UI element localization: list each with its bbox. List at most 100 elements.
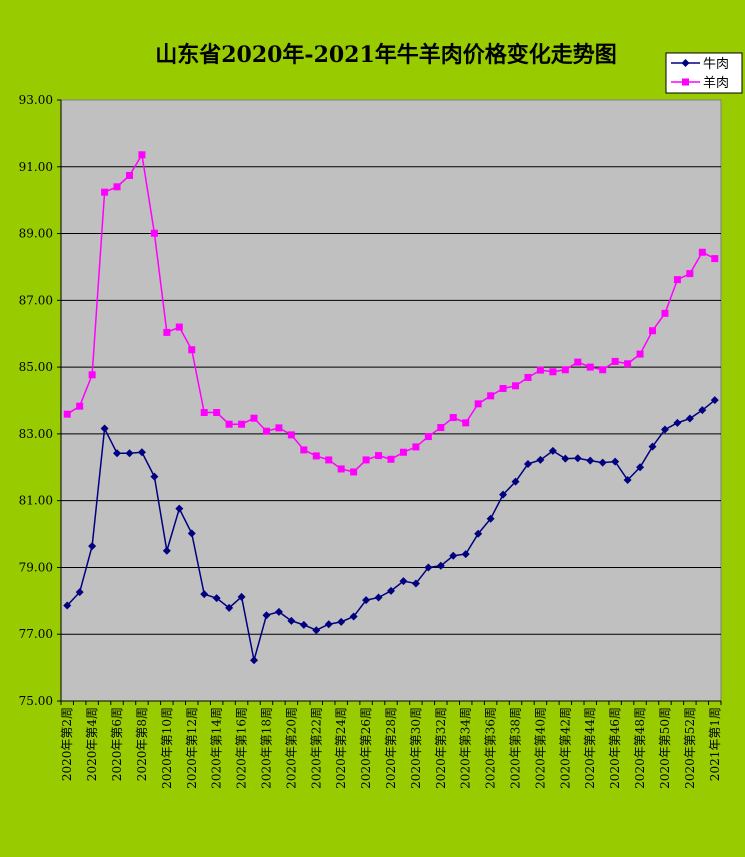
data-point-marker xyxy=(312,452,320,460)
x-tick-label: 2020年第18周 xyxy=(259,707,273,789)
legend-label: 牛肉 xyxy=(703,57,729,72)
data-point-marker xyxy=(187,529,196,538)
series-layer xyxy=(63,151,719,665)
data-point-marker xyxy=(586,456,595,465)
data-point-marker xyxy=(686,270,694,278)
data-point-marker xyxy=(212,594,221,603)
data-point-marker xyxy=(163,328,171,336)
data-point-marker xyxy=(250,656,259,665)
x-tick-label: 2020年第30周 xyxy=(409,707,423,789)
data-point-marker xyxy=(461,550,470,559)
data-point-marker xyxy=(200,590,209,599)
data-point-marker xyxy=(586,363,594,371)
x-tick-label: 2020年第12周 xyxy=(185,707,199,789)
data-point-marker xyxy=(711,255,719,263)
data-point-marker xyxy=(561,366,569,374)
x-tick-label: 2020年第44周 xyxy=(583,707,597,789)
data-point-marker xyxy=(561,454,570,463)
data-point-marker xyxy=(349,612,358,621)
data-point-marker xyxy=(524,373,532,381)
data-point-marker xyxy=(238,420,246,428)
legend-label: 羊肉 xyxy=(703,75,729,91)
data-point-marker xyxy=(175,323,183,331)
legend-marker xyxy=(682,78,689,86)
data-point-marker xyxy=(337,465,345,473)
legend-box xyxy=(665,52,743,94)
y-tick-label: 79.00 xyxy=(19,560,53,574)
data-point-marker xyxy=(710,396,719,405)
x-tick-label: 2020年第28周 xyxy=(384,707,398,789)
plot-area xyxy=(60,99,722,702)
data-point-marker xyxy=(387,455,395,463)
x-tick-label: 2020年第46周 xyxy=(608,707,622,789)
data-point-marker xyxy=(225,603,234,612)
y-tick-label: 89.00 xyxy=(19,227,53,241)
data-point-marker xyxy=(88,542,97,551)
data-point-marker xyxy=(512,382,520,390)
x-tick-label: 2020年第32周 xyxy=(434,707,448,789)
data-point-marker xyxy=(75,588,84,597)
data-point-marker xyxy=(150,472,159,481)
x-tick-label: 2020年第20周 xyxy=(284,707,298,789)
data-point-marker xyxy=(312,626,321,635)
data-point-marker xyxy=(287,431,295,439)
y-tick-label: 87.00 xyxy=(19,293,53,307)
data-point-marker xyxy=(511,477,520,486)
data-point-marker xyxy=(113,183,121,191)
data-point-marker xyxy=(549,368,557,376)
x-tick-label: 2020年第4周 xyxy=(85,707,99,781)
data-point-marker xyxy=(536,455,545,464)
data-point-marker xyxy=(76,402,84,410)
data-point-marker xyxy=(648,442,657,451)
x-tick-label: 2020年第24周 xyxy=(334,707,348,789)
data-point-marker xyxy=(125,171,133,179)
y-tick-label: 93.00 xyxy=(19,93,53,107)
data-point-marker xyxy=(698,406,707,415)
data-point-marker xyxy=(449,414,457,422)
data-point-marker xyxy=(499,490,508,499)
data-point-marker xyxy=(125,449,134,458)
data-point-marker xyxy=(411,579,420,588)
data-point-marker xyxy=(649,327,657,335)
data-point-marker xyxy=(685,414,694,423)
data-point-marker xyxy=(573,454,582,463)
data-point-marker xyxy=(399,448,407,456)
data-point-marker xyxy=(436,561,445,570)
data-point-marker xyxy=(611,457,620,466)
data-point-marker xyxy=(474,529,483,538)
data-point-marker xyxy=(437,424,445,432)
x-tick-label: 2020年第8周 xyxy=(135,707,149,781)
chart-title: 山东省2020年-2021年牛羊肉价格变化走势图 xyxy=(155,42,617,68)
x-tick-label: 2020年第48周 xyxy=(633,707,647,789)
data-point-marker xyxy=(424,433,432,441)
data-point-marker xyxy=(262,427,270,435)
data-point-marker xyxy=(299,620,308,629)
x-tick-label: 2020年第22周 xyxy=(309,707,323,789)
data-point-marker xyxy=(63,601,72,610)
data-point-marker xyxy=(274,607,283,616)
data-point-marker xyxy=(101,188,109,196)
grid-layer xyxy=(61,166,721,635)
x-tick-label: 2020年第10周 xyxy=(160,707,174,789)
data-point-marker xyxy=(599,366,607,374)
data-point-marker xyxy=(462,419,470,427)
x-tick-label: 2020年第50周 xyxy=(658,707,672,789)
data-point-marker xyxy=(424,563,433,572)
data-point-marker xyxy=(598,458,607,467)
y-tick-label: 77.00 xyxy=(19,627,53,641)
data-point-marker xyxy=(137,448,146,457)
data-point-marker xyxy=(611,357,619,365)
data-point-marker xyxy=(523,459,532,468)
data-point-marker xyxy=(636,463,645,472)
y-axis: 75.00 77.00 79.00 81.00 83.00 85.00 87.00 89.00… xyxy=(19,93,62,708)
data-point-marker xyxy=(673,276,681,284)
x-tick-label: 2020年第42周 xyxy=(558,707,572,789)
x-tick-label: 2020年第16周 xyxy=(235,707,249,789)
data-point-marker xyxy=(548,446,557,455)
data-point-marker xyxy=(300,446,308,454)
data-point-marker xyxy=(474,400,482,408)
data-point-marker xyxy=(162,546,171,555)
data-point-marker xyxy=(449,551,458,560)
